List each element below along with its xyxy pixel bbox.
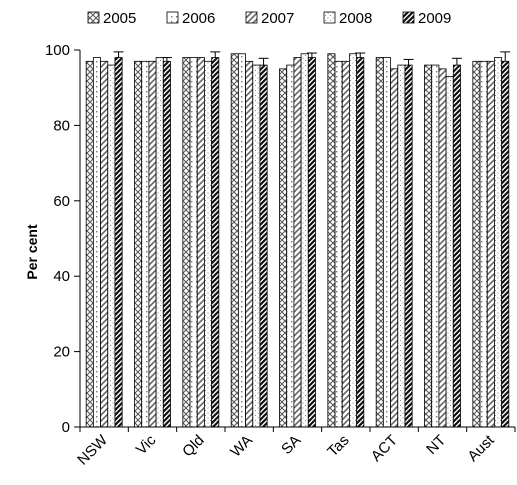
bar-qld-2008 [204, 60, 213, 428]
bar-vic-2007 [148, 60, 157, 428]
y-tick-label: 100 [45, 42, 70, 59]
bar-act-2008 [397, 64, 406, 428]
legend-swatch-2009 [402, 11, 415, 24]
legend-label-2005: 2005 [103, 10, 136, 27]
bar-nsw-2006 [92, 57, 101, 428]
x-tick-label: WA [227, 432, 256, 461]
bar-wa-2006 [237, 53, 246, 428]
bar-act-2005 [375, 57, 384, 428]
bar-nsw-2005 [85, 60, 94, 428]
bar-tas-2008 [349, 53, 358, 428]
bar-wa-2007 [245, 60, 254, 428]
bar-nsw-2009 [114, 57, 123, 428]
bar-vic-2006 [141, 60, 150, 428]
bar-aust-2009 [501, 60, 510, 428]
bar-wa-2009 [259, 64, 268, 428]
bar-qld-2005 [182, 57, 191, 428]
bar-nt-2006 [431, 64, 440, 428]
bar-nsw-2008 [107, 64, 116, 428]
bar-sa-2005 [279, 68, 288, 428]
bar-sa-2008 [300, 53, 309, 428]
bar-qld-2009 [211, 57, 220, 428]
bar-qld-2006 [189, 57, 198, 428]
x-tick-label: Aust [464, 431, 498, 465]
bar-vic-2005 [134, 60, 143, 428]
legend-swatch-2006 [166, 11, 179, 24]
bar-qld-2007 [196, 57, 205, 428]
bar-act-2009 [404, 64, 413, 428]
bar-aust-2005 [472, 60, 481, 428]
legend-label-2009: 2009 [418, 10, 451, 27]
legend-label-2007: 2007 [261, 10, 294, 27]
bar-aust-2008 [494, 57, 503, 428]
bar-nt-2009 [452, 64, 461, 428]
bar-tas-2006 [334, 60, 343, 428]
bar-wa-2005 [230, 53, 239, 428]
x-axis: NSW Vic Qld WA SA Tas ACT NT Aust [74, 426, 516, 469]
bars-group [85, 53, 510, 428]
bar-nt-2007 [438, 68, 447, 428]
x-tick-label: NSW [74, 431, 111, 468]
bar-sa-2009 [307, 57, 316, 428]
x-tick-label: Tas [324, 432, 353, 461]
bar-vic-2008 [155, 57, 164, 428]
legend-swatch-2007 [245, 11, 258, 24]
bar-aust-2007 [486, 60, 495, 428]
bar-act-2006 [382, 57, 391, 428]
bar-nt-2005 [424, 64, 433, 428]
bar-vic-2009 [162, 60, 171, 428]
legend: 2005 2006 2007 2008 2009 [87, 10, 451, 27]
legend-label-2008: 2008 [339, 10, 372, 27]
bar-nsw-2007 [100, 60, 109, 428]
bar-tas-2005 [327, 53, 336, 428]
y-tick-label: 20 [53, 344, 70, 361]
x-tick-label: Vic [133, 431, 160, 458]
legend-swatch-2005 [87, 11, 100, 24]
bar-tas-2007 [341, 60, 350, 428]
bar-wa-2008 [252, 64, 261, 428]
bar-nt-2008 [445, 75, 454, 428]
y-axis-title: Per cent [24, 224, 40, 280]
error-bars-group [113, 51, 511, 66]
y-axis: 0 20 40 60 80 100 [45, 42, 81, 436]
bar-sa-2007 [293, 57, 302, 428]
x-tick-label: ACT [368, 432, 401, 465]
legend-label-2006: 2006 [182, 10, 215, 27]
legend-swatch-2008 [323, 11, 336, 24]
x-tick-label: NT [423, 432, 449, 458]
bar-aust-2006 [479, 60, 488, 428]
bar-sa-2006 [286, 64, 295, 428]
y-tick-label: 80 [53, 117, 70, 134]
bar-tas-2009 [356, 57, 365, 428]
y-tick-label: 40 [53, 268, 70, 285]
bar-act-2007 [390, 68, 399, 428]
x-tick-label: SA [278, 432, 304, 458]
x-tick-label: Qld [179, 432, 208, 461]
y-tick-label: 60 [53, 193, 70, 210]
y-tick-label: 0 [62, 419, 70, 436]
